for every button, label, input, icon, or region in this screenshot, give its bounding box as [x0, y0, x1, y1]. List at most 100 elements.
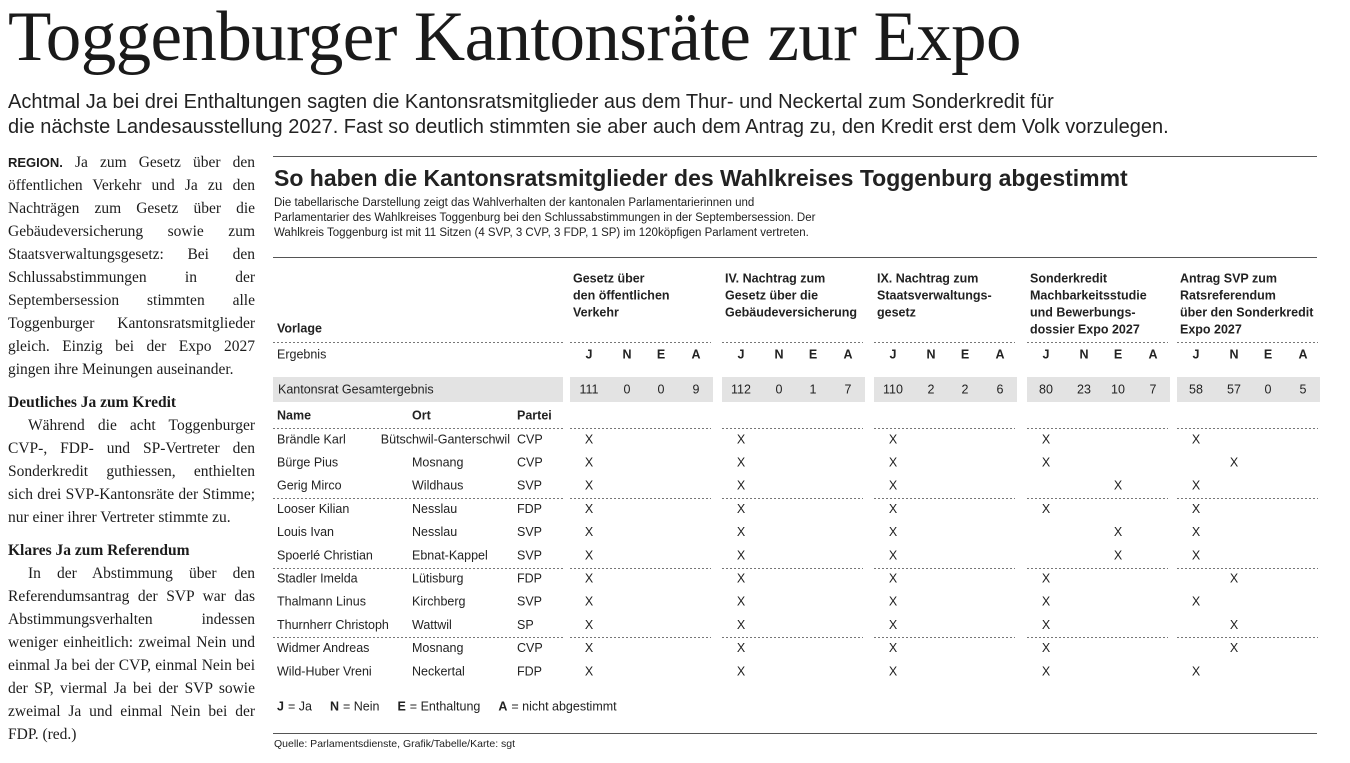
total-value: 7	[1150, 382, 1157, 396]
vote-title: Machbarkeitsstudie	[1030, 288, 1147, 302]
vote-mark: X	[889, 432, 898, 446]
vote-mark: X	[1230, 571, 1239, 585]
total-background	[1027, 377, 1170, 402]
member-party: CVP	[517, 641, 543, 655]
vote-mark: X	[1042, 595, 1051, 609]
lead: Achtmal Ja bei drei Enthaltungen sagten …	[8, 90, 1169, 140]
member-name: Widmer Andreas	[277, 641, 369, 655]
description-line: Wahlkreis Toggenburg ist mit 11 Sitzen (…	[274, 227, 809, 239]
vote-mark: X	[1230, 641, 1239, 655]
legend-key: N	[330, 699, 339, 713]
vote-mark: X	[889, 548, 898, 562]
member-name: Louis Ivan	[277, 525, 334, 539]
vote-mark: X	[585, 641, 594, 655]
member-place: Nesslau	[412, 525, 457, 539]
vote-mark: X	[585, 595, 594, 609]
total-background	[722, 377, 865, 402]
subheading: Deutliches Ja zum Kredit	[8, 394, 177, 411]
total-value: 7	[845, 382, 852, 396]
vote-mark: X	[737, 479, 746, 493]
vote-mark: X	[1230, 618, 1239, 632]
column-header: Ort	[412, 408, 432, 422]
source: Quelle: Parlamentsdienste, Grafik/Tabell…	[274, 738, 515, 750]
lead-line: die nächste Landesausstellung 2027. Fast…	[8, 116, 1169, 138]
result-key: J	[1043, 347, 1050, 361]
vote-mark: X	[1192, 548, 1201, 562]
total-background	[874, 377, 1017, 402]
vote-mark: X	[737, 664, 746, 678]
total-value: 6	[997, 382, 1004, 396]
description-line: Die tabellarische Darstellung zeigt das …	[274, 197, 754, 209]
legend-label: = Enthaltung	[410, 699, 481, 713]
vote-mark: X	[889, 502, 898, 516]
vote-mark: X	[889, 571, 898, 585]
legend-label: = Nein	[343, 699, 380, 713]
vote-title: den öffentlichen	[573, 288, 670, 302]
member-place: Neckertal	[412, 664, 465, 678]
result-key: J	[890, 347, 897, 361]
result-key: A	[1148, 347, 1157, 361]
vote-mark: X	[1042, 502, 1051, 516]
topic-label: Vorlage	[277, 321, 322, 335]
vote-mark: X	[737, 432, 746, 446]
result-key: J	[586, 347, 593, 361]
vote-mark: X	[889, 525, 898, 539]
total-value: 111	[579, 382, 598, 396]
member-place: Ebnat-Kappel	[412, 548, 488, 562]
member-name: Gerig Mirco	[277, 479, 342, 493]
vote-mark: X	[1114, 525, 1123, 539]
total-value: 10	[1111, 382, 1125, 396]
member-party: SVP	[517, 595, 542, 609]
vote-title: IV. Nachtrag zum	[725, 271, 825, 285]
vote-title: über den Sonderkredit	[1180, 305, 1314, 319]
vote-mark: X	[585, 525, 594, 539]
vote-title: gesetz	[877, 305, 916, 319]
total-background	[570, 377, 713, 402]
member-name: Thurnherr Christoph	[277, 618, 389, 632]
member-place: Bütschwil-Ganterschwil	[381, 432, 510, 446]
total-label: Kantonsrat Gesamtergebnis	[278, 382, 434, 396]
vote-mark: X	[1192, 525, 1201, 539]
column-header: Partei	[517, 408, 552, 422]
result-key: E	[961, 347, 969, 361]
result-key: A	[691, 347, 700, 361]
vote-mark: X	[889, 618, 898, 632]
total-value: 23	[1077, 382, 1091, 396]
vote-mark: X	[1042, 455, 1051, 469]
vote-title: Sonderkredit	[1030, 271, 1108, 285]
member-name: Wild-Huber Vreni	[277, 664, 372, 678]
paragraph: REGION. Ja zum Gesetz über den öffentlic…	[8, 151, 255, 381]
paragraph: In der Abstimmung über den Referendumsan…	[8, 565, 255, 743]
vote-title: IX. Nachtrag zum	[877, 271, 978, 285]
member-name: Stadler Imelda	[277, 571, 358, 585]
vote-mark: X	[1192, 595, 1201, 609]
total-value: 9	[693, 382, 700, 396]
total-background	[1177, 377, 1320, 402]
total-value: 2	[928, 382, 935, 396]
vote-mark: X	[737, 455, 746, 469]
vote-title: und Bewerbungs-	[1030, 305, 1136, 319]
vote-mark: X	[889, 664, 898, 678]
total-value: 2	[962, 382, 969, 396]
vote-title: Gesetz über die	[725, 288, 818, 302]
vote-mark: X	[1114, 548, 1123, 562]
member-party: SVP	[517, 548, 542, 562]
member-name: Bürge Pius	[277, 455, 338, 469]
vote-mark: X	[1042, 618, 1051, 632]
vote-title: Gebäudeversicherung	[725, 305, 857, 319]
vote-title: Gesetz über	[573, 271, 645, 285]
article: REGION. Ja zum Gesetz über den öffentlic…	[8, 151, 255, 746]
result-label: Ergebnis	[277, 347, 326, 361]
total-value: 57	[1227, 382, 1241, 396]
vote-title: Antrag SVP zum	[1180, 271, 1277, 285]
total-value: 1	[810, 382, 817, 396]
paragraph: Während die acht Toggenburger CVP-, FDP-…	[8, 417, 255, 526]
total-value: 112	[731, 382, 751, 396]
headline: Toggenburger Kantonsräte zur Expo	[8, 0, 1022, 76]
legend-label: = Ja	[288, 699, 312, 713]
legend-label: = nicht abgestimmt	[511, 699, 617, 713]
total-value: 0	[1265, 382, 1272, 396]
vote-mark: X	[585, 664, 594, 678]
vote-mark: X	[585, 432, 594, 446]
